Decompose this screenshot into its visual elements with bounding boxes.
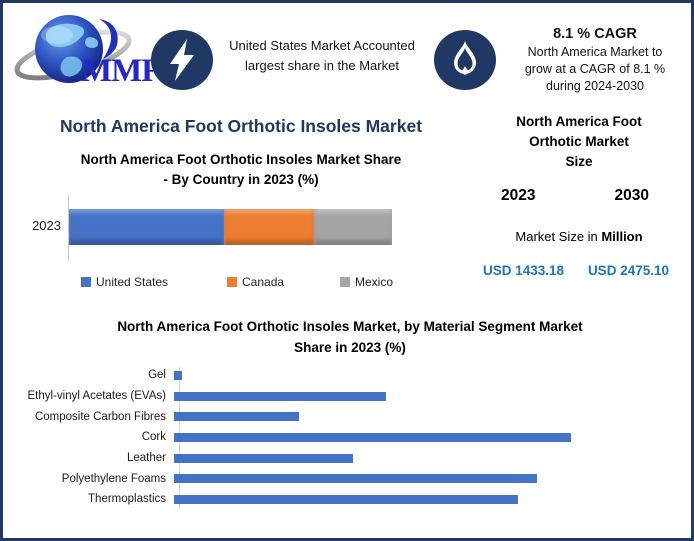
fact2-text: 8.1 % CAGR North America Market to grow … [496,26,691,95]
material-bar [174,453,354,463]
stack-segment-mexico [314,209,392,245]
mmr-logo: MMR [11,7,167,95]
stack-segment-united-states [69,209,225,245]
material-category-label: Thermoplastics [88,493,166,506]
country-stacked-chart: 2023 [23,195,459,265]
panel-title-line1: North America Foot [516,114,642,129]
cagr-title: 8.1 % CAGR [553,26,637,42]
material-bar-chart: Gel Ethyl-vinyl Acetates (EVAs) Composite … [25,365,675,511]
material-category-label: Gel [148,369,166,382]
cagr-line1: North America Market to [527,45,663,59]
material-bar [174,370,183,380]
material-category-label: Polyethylene Foams [61,472,166,485]
panel-years: 2023 2030 [465,187,691,205]
material-row: Ethyl-vinyl Acetates (EVAs) [25,386,675,407]
legend-swatch [340,277,350,287]
material-chart-title-line2: Share in 2023 (%) [294,340,406,355]
country-stacked-bar [69,209,392,245]
material-category-label: Ethyl-vinyl Acetates (EVAs) [27,390,166,403]
country-chart-title: North America Foot Orthotic Insoles Mark… [19,150,463,190]
country-axis-label: 2023 [32,218,61,233]
material-bar [174,432,572,442]
country-chart-title-line1: North America Foot Orthotic Insoles Mark… [80,152,402,167]
material-row: Composite Carbon Fibres [25,406,675,427]
material-row: Cork [25,427,675,448]
unit-prefix: Market Size in [515,229,602,244]
legend-swatch [81,277,91,287]
material-category-label: Cork [141,431,166,444]
lightning-icon [151,30,213,90]
market-size-2030-value: USD 2475.10 [587,263,669,278]
year-2030-label: 2030 [614,187,649,204]
cagr-line3: during 2024-2030 [546,79,644,93]
legend-label: Canada [242,275,285,289]
material-category-label: Composite Carbon Fibres [34,410,166,423]
material-chart-title: North America Foot Orthotic Insoles Mark… [48,316,652,358]
material-bar [174,494,518,504]
panel-title-line3: Size [565,154,593,169]
lightning-badge [150,29,214,91]
panel-title: North America Foot Orthotic Market Size [465,112,691,172]
material-bar [174,412,300,422]
country-legend: United States Canada Mexico [81,275,411,291]
legend-item-united-states: United States [81,275,168,289]
market-size-2023-value: USD 1433.18 [483,263,565,278]
material-row: Polyethylene Foams [25,468,675,489]
country-chart-axis [68,195,69,261]
material-category-label: Leather [126,452,166,465]
panel-title-line2: Orthotic Market [529,134,629,149]
country-chart-title-line2: - By Country in 2023 (%) [163,172,319,187]
panel-unit: Market Size in Million [465,229,691,244]
market-size-panel: North America Foot Orthotic Market Size … [465,112,691,278]
legend-item-mexico: Mexico [340,275,393,289]
unit-bold: Million [601,229,643,244]
stack-segment-canada [224,209,315,245]
material-row: Leather [25,448,675,469]
legend-label: Mexico [355,275,394,289]
legend-item-canada: Canada [227,275,284,289]
panel-values: USD 1433.18 USD 2475.10 [465,263,691,278]
flame-badge [433,29,497,91]
fact1-line1: United States Market Accounted [229,38,415,53]
cagr-line2: grow at a CAGR of 8.1 % [524,62,666,76]
page-title: North America Foot Orthotic Insoles Mark… [59,116,423,136]
legend-label: United States [96,275,169,289]
legend-swatch [227,277,237,287]
fact1-line2: largest share in the Market [245,58,399,73]
material-rows: Gel Ethyl-vinyl Acetates (EVAs) Composite … [25,365,675,510]
material-chart-title-line1: North America Foot Orthotic Insoles Mark… [117,319,583,334]
material-row: Thermoplastics [25,489,675,510]
material-bar [174,391,386,401]
material-row: Gel [25,365,675,386]
fact1-text: United States Market Accounted largest s… [213,36,431,76]
material-bar [174,474,538,484]
flame-icon [434,30,496,90]
year-2023-label: 2023 [501,187,536,204]
globe-swoosh-logo-icon: MMR [14,15,167,89]
svg-text:MMR: MMR [81,53,153,89]
